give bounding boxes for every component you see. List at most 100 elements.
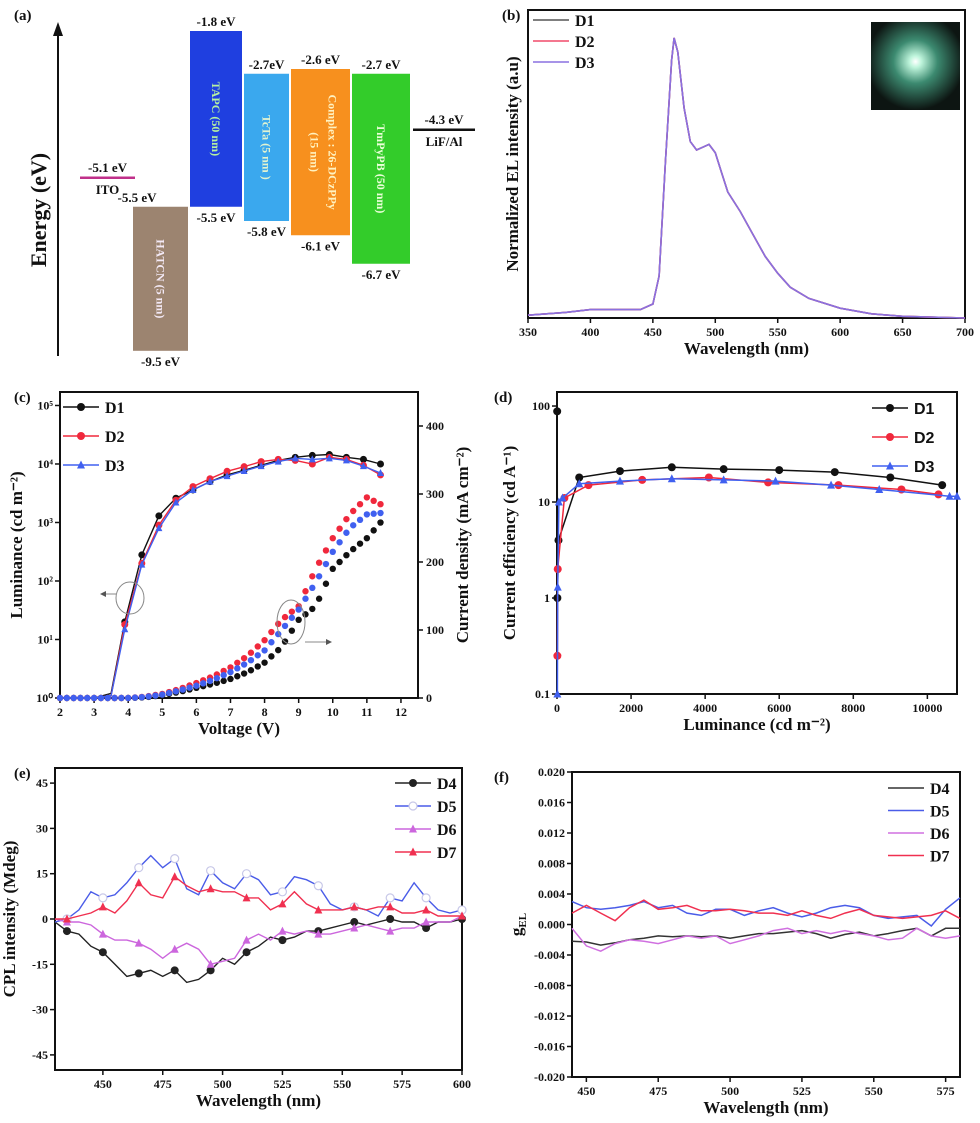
legend-marker-icon bbox=[77, 403, 85, 411]
current-density-point bbox=[370, 510, 377, 517]
y-tick-label: 1 bbox=[544, 591, 550, 605]
x-tick-label: 500 bbox=[214, 1077, 232, 1091]
panel-label: (a) bbox=[14, 8, 32, 24]
y-tick-label: 45 bbox=[36, 776, 48, 790]
luminance-point bbox=[376, 469, 384, 477]
x-tick-label: 475 bbox=[154, 1077, 172, 1091]
left-arrow-head-icon bbox=[100, 591, 106, 597]
cpl-point bbox=[134, 969, 143, 978]
legend-label: D5 bbox=[437, 799, 457, 816]
current-density-point bbox=[309, 584, 316, 592]
gel-line-d6 bbox=[571, 927, 961, 953]
current-density-point bbox=[172, 688, 180, 695]
current-density-point bbox=[268, 628, 275, 636]
cpl-point bbox=[386, 926, 395, 935]
current-density-point bbox=[322, 580, 330, 587]
layer-5: TmPyPB (50 nm) -2.7 eV -6.7 eV bbox=[352, 57, 410, 282]
luminance-point bbox=[291, 454, 299, 462]
x-tick-label: 2000 bbox=[619, 701, 643, 715]
current-density-point bbox=[275, 620, 282, 628]
current-density-point bbox=[254, 643, 261, 650]
series-d6 bbox=[54, 911, 466, 968]
current-density-point bbox=[302, 595, 309, 602]
y-axis-label: gEL bbox=[507, 913, 529, 936]
current-density-point bbox=[363, 511, 371, 518]
y2-tick-label: 400 bbox=[426, 419, 444, 433]
current-density-point bbox=[295, 616, 302, 623]
chart-panel-c: 2 3 4 5 6 7 8 9 10 11 12 10⁰ 10¹ 10² 10³ 10⁴ 10⁵ Voltage … bbox=[7, 390, 472, 738]
cpl-point bbox=[170, 872, 179, 881]
current-density-point bbox=[343, 552, 350, 559]
electrode-name: LiF/Al bbox=[426, 134, 463, 149]
x-tick-label: 4 bbox=[125, 705, 131, 719]
luminance-point bbox=[359, 462, 367, 470]
legend-item-d1: D1 bbox=[533, 13, 595, 30]
chart-panel-b: 350 400 450 500 550 600 650 700 Wavelength (nm) N… bbox=[502, 8, 974, 358]
lumo-label: -2.7eV bbox=[249, 57, 285, 72]
y-tick-label: 10¹ bbox=[37, 632, 53, 646]
current-density-point bbox=[329, 548, 336, 555]
cpl-point bbox=[278, 936, 287, 945]
current-density-point bbox=[377, 509, 384, 517]
homo-label: -9.5 eV bbox=[141, 354, 181, 369]
current-density-point bbox=[377, 501, 384, 508]
layer-4: Complex : 26-DCzPPy (15 nm) -2.6 eV -6.1 eV bbox=[291, 52, 350, 253]
right-arrow-head-icon bbox=[326, 639, 332, 645]
current-density-point bbox=[268, 639, 275, 646]
current-density-point bbox=[240, 661, 248, 668]
electrode-1: -5.1 eV ITO bbox=[80, 160, 135, 197]
efficiency-point bbox=[553, 407, 562, 416]
cpl-point bbox=[62, 927, 71, 936]
cpl-point bbox=[241, 869, 252, 879]
current-density-point bbox=[227, 668, 234, 676]
legend-item-d5: D5 bbox=[888, 804, 950, 821]
current-density-point bbox=[200, 680, 207, 687]
legend-label: D6 bbox=[437, 822, 457, 839]
legend-item-d1: D1 bbox=[63, 400, 125, 417]
legend-item-d2: D2 bbox=[533, 34, 595, 51]
current-density-point bbox=[302, 588, 309, 595]
current-density-point bbox=[288, 608, 296, 615]
y-tick-label: 10⁰ bbox=[36, 691, 53, 705]
legend-label: D7 bbox=[930, 849, 950, 866]
efficiency-point bbox=[719, 475, 728, 484]
plot-frame bbox=[527, 9, 966, 319]
current-density-point bbox=[261, 659, 268, 666]
y-axis-label: Current efficiency (cd A⁻¹) bbox=[500, 446, 519, 641]
legend-marker-icon bbox=[77, 432, 85, 440]
cpl-point bbox=[422, 924, 431, 933]
luminance-point bbox=[138, 560, 146, 568]
current-density-point bbox=[213, 674, 221, 682]
luminance-curve-circle bbox=[115, 581, 145, 615]
legend-label: D2 bbox=[575, 34, 595, 51]
series-d4 bbox=[54, 915, 466, 984]
current-density-point bbox=[295, 606, 302, 613]
homo-label: -6.1 eV bbox=[301, 238, 341, 253]
x-tick-label: 450 bbox=[644, 325, 662, 339]
x-tick-label: 500 bbox=[721, 1084, 739, 1098]
x-tick-label: 525 bbox=[793, 1084, 811, 1098]
plot-frame bbox=[571, 771, 961, 1078]
cpl-point bbox=[277, 887, 288, 897]
lumo-label: -2.6 eV bbox=[301, 52, 341, 67]
energy-level-diagram: (a) Energy (eV) HATCN (5 nm) -5.5 eV -9.5 eV… bbox=[14, 8, 475, 369]
x-tick-label: 6000 bbox=[767, 701, 791, 715]
y-tick-label: 0.012 bbox=[538, 826, 565, 840]
current-density-point bbox=[97, 694, 105, 702]
legend-marker-icon bbox=[409, 824, 417, 833]
panel-label: (c) bbox=[14, 390, 31, 406]
y-tick-label: -0.016 bbox=[534, 1040, 565, 1054]
cpl-point bbox=[206, 959, 215, 968]
x-tick-label: 0 bbox=[554, 701, 560, 715]
luminance-point bbox=[121, 625, 129, 633]
efficiency-point bbox=[945, 491, 954, 500]
y-tick-label: -15 bbox=[32, 957, 48, 971]
luminance-point bbox=[274, 457, 282, 465]
legend-item-d5: D5 bbox=[395, 799, 457, 816]
x-tick-label: 9 bbox=[296, 705, 302, 719]
series-d3 bbox=[553, 474, 961, 698]
x-tick-label: 600 bbox=[453, 1077, 471, 1091]
current-density-point bbox=[240, 654, 248, 662]
x-tick-label: 475 bbox=[649, 1084, 667, 1098]
legend-item-d3: D3 bbox=[63, 458, 125, 475]
